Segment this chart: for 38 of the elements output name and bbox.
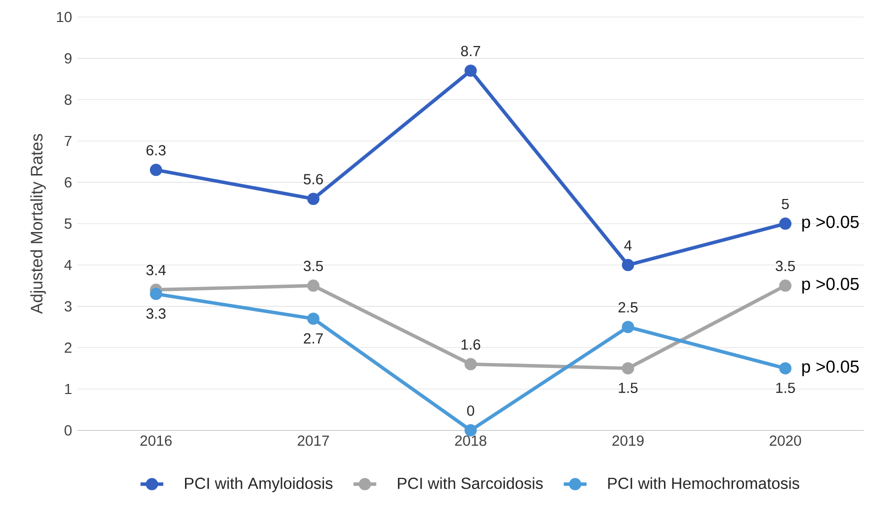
y-tick-label: 9 [64,53,72,64]
y-tick-label: 2 [64,342,72,353]
x-tick-label: 2018 [455,435,486,446]
data-label: 1.5 [776,382,795,394]
x-tick-label: 2016 [140,435,172,446]
data-label: 5 [782,198,789,210]
y-tick-label: 1 [65,384,72,394]
data-label: 2.5 [618,302,638,312]
data-label: 4 [624,240,632,250]
annotation: p >0.05 [802,216,859,232]
legend-label: PCI with Hemochromatosis [608,477,800,489]
y-tick-label: 4 [64,260,72,270]
y-tick-label: 7 [64,136,72,146]
data-label: 6.3 [146,145,166,156]
data-label: 3.5 [776,260,795,272]
x-tick-label: 2019 [612,435,644,446]
y-tick-label: 3 [64,301,72,312]
y-tick-label: 0 [64,425,72,436]
annotation: p >0.05 [802,360,859,376]
data-label: 8.7 [461,46,480,56]
data-label: 1.6 [462,339,480,350]
data-label: 2.7 [304,333,323,344]
data-label: 5.6 [304,174,323,184]
data-label: 1.5 [618,382,638,394]
y-tick-label: 6 [64,177,72,188]
y-tick-label: 10 [56,12,72,22]
data-label: 3.3 [146,308,166,319]
data-label: 0 [467,405,474,416]
legend-label: PCI with Sarcoidosis [398,477,543,489]
x-tick-label: 2020 [770,435,802,446]
annotation: p >0.05 [802,278,859,294]
y-tick-label: 5 [64,218,72,229]
x-tick-label: 2017 [298,435,329,446]
y-axis-title: Adjusted Mortality Rates [30,134,46,314]
legend-label: PCI with Amyloidosis [185,477,332,492]
y-tick-label: 8 [64,94,72,105]
data-label: 3.4 [146,264,166,276]
data-label: 3.5 [304,260,323,272]
